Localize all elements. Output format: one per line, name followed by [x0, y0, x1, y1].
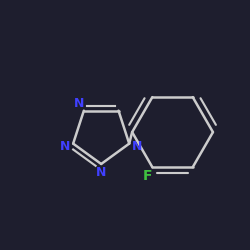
- Text: N: N: [74, 97, 84, 110]
- Text: N: N: [60, 140, 70, 153]
- Text: N: N: [96, 166, 106, 179]
- Text: N: N: [132, 140, 142, 153]
- Text: F: F: [142, 169, 152, 183]
